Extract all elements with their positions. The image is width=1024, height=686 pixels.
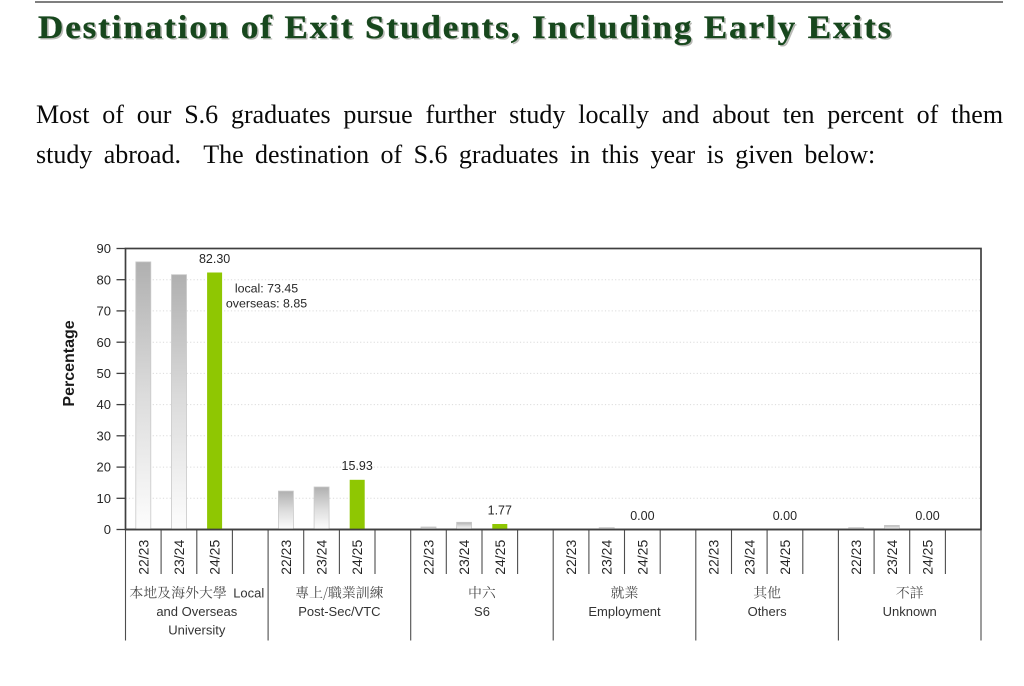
svg-text:and Overseas: and Overseas: [156, 604, 237, 619]
svg-text:50: 50: [97, 366, 111, 381]
svg-text:24/25: 24/25: [920, 540, 936, 575]
svg-text:0.00: 0.00: [915, 509, 939, 523]
svg-text:24/25: 24/25: [492, 540, 508, 575]
svg-text:Unknown: Unknown: [883, 604, 937, 619]
svg-text:90: 90: [97, 241, 111, 256]
svg-text:22/23: 22/23: [848, 540, 864, 575]
svg-text:Local: Local: [233, 586, 264, 601]
svg-text:local: 73.45: local: 73.45: [235, 282, 298, 296]
svg-text:23/24: 23/24: [456, 540, 472, 575]
svg-text:Employment: Employment: [588, 604, 661, 619]
svg-text:15.93: 15.93: [342, 459, 373, 473]
svg-text:22/23: 22/23: [135, 540, 151, 575]
svg-text:22/23: 22/23: [421, 540, 437, 575]
svg-text:0.00: 0.00: [630, 509, 654, 523]
svg-text:1.77: 1.77: [488, 503, 512, 517]
svg-text:22/23: 22/23: [278, 540, 294, 575]
svg-text:82.30: 82.30: [199, 252, 230, 266]
svg-text:24/25: 24/25: [634, 540, 650, 575]
svg-text:23/24: 23/24: [599, 540, 615, 575]
svg-text:80: 80: [97, 272, 111, 287]
svg-text:24/25: 24/25: [777, 540, 793, 575]
svg-text:30: 30: [97, 428, 111, 443]
svg-text:40: 40: [97, 397, 111, 412]
svg-text:Others: Others: [748, 604, 788, 619]
svg-text:23/24: 23/24: [741, 540, 757, 575]
svg-text:60: 60: [97, 335, 111, 350]
svg-text:70: 70: [97, 304, 111, 319]
svg-text:23/24: 23/24: [171, 540, 187, 575]
svg-text:20: 20: [97, 460, 111, 475]
svg-text:10: 10: [97, 491, 111, 506]
svg-text:22/23: 22/23: [706, 540, 722, 575]
svg-text:0.00: 0.00: [773, 509, 797, 523]
svg-text:S6: S6: [474, 604, 490, 619]
svg-text:24/25: 24/25: [349, 540, 365, 575]
svg-text:Post-Sec/VTC: Post-Sec/VTC: [298, 604, 380, 619]
svg-text:23/24: 23/24: [884, 540, 900, 575]
svg-text:22/23: 22/23: [563, 540, 579, 575]
svg-text:overseas: 8.85: overseas: 8.85: [226, 296, 307, 310]
svg-text:Percentage: Percentage: [61, 320, 78, 406]
svg-text:0: 0: [104, 522, 111, 537]
svg-text:23/24: 23/24: [314, 540, 330, 575]
svg-text:University: University: [168, 623, 226, 638]
svg-text:24/25: 24/25: [207, 540, 223, 575]
